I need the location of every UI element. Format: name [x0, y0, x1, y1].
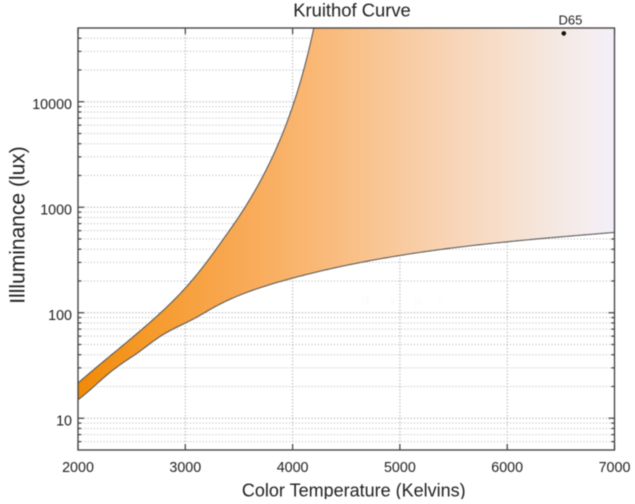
svg-text:c: c: [438, 291, 445, 306]
svg-text:100: 100: [48, 308, 72, 324]
svg-text:y: y: [390, 291, 397, 306]
svg-text:6000: 6000: [491, 460, 523, 476]
svg-text:10: 10: [56, 414, 72, 430]
svg-text:p: p: [414, 293, 421, 308]
svg-text:D65: D65: [558, 12, 582, 27]
svg-text:2000: 2000: [62, 460, 94, 476]
svg-text:10000: 10000: [32, 97, 72, 113]
svg-text:Color Temperature (Kelvins): Color Temperature (Kelvins): [242, 481, 466, 500]
svg-text:Illluminance (lux): Illluminance (lux): [7, 146, 30, 304]
svg-text:7000: 7000: [599, 460, 631, 476]
svg-text:4000: 4000: [277, 460, 309, 476]
svg-text:5000: 5000: [384, 460, 416, 476]
svg-text:3000: 3000: [169, 460, 201, 476]
svg-text:Kruithof Curve: Kruithof Curve: [293, 0, 411, 21]
svg-text:1000: 1000: [40, 203, 72, 219]
svg-text:g: g: [362, 291, 369, 306]
